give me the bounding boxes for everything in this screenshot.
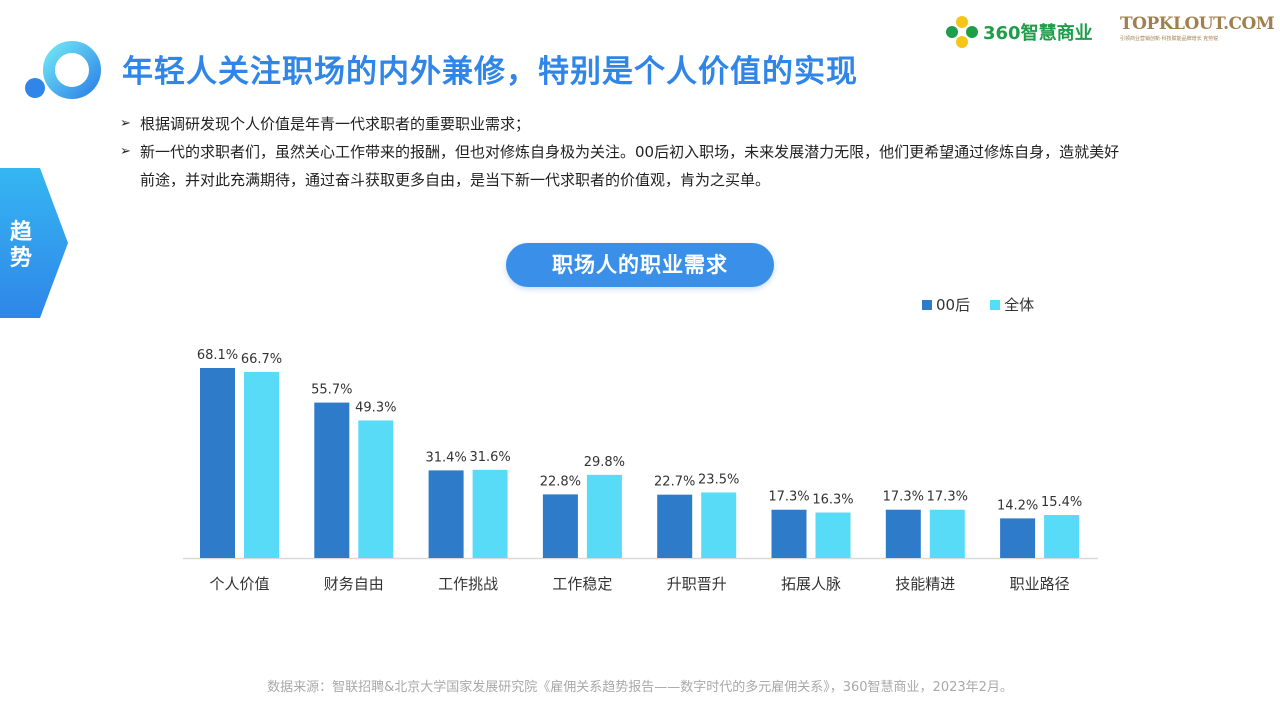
side-section-tab: 趋势 xyxy=(0,168,70,318)
x-tick-label: 工作挑战 xyxy=(438,575,498,593)
bar-00-generation xyxy=(314,402,350,558)
bar-value-label: 31.6% xyxy=(469,450,510,465)
bullet-text: 根据调研发现个人价值是年青一代求职者的重要职业需求； xyxy=(140,115,531,133)
bar-value-label: 29.8% xyxy=(584,455,625,470)
bullet-text: 新一代的求职者们，虽然关心工作带来的报酬，但也对修炼自身极为关注。00后初入职场… xyxy=(140,143,1120,189)
legend-swatch xyxy=(990,299,1001,310)
bar-value-label: 22.8% xyxy=(540,474,581,489)
bar-00-generation xyxy=(428,470,464,558)
bar-value-label: 16.3% xyxy=(812,493,853,508)
x-tick-label: 财务自由 xyxy=(324,575,384,593)
bar-00-generation xyxy=(657,494,693,558)
legend-label: 全体 xyxy=(1004,296,1035,314)
bar-00-generation xyxy=(542,494,578,558)
x-tick-label: 工作稳定 xyxy=(552,575,612,593)
bar-value-label: 17.3% xyxy=(927,490,968,505)
legend-item-overall: 全体 xyxy=(990,294,1034,315)
chart-legend: 00后 全体 xyxy=(922,294,1034,315)
chart-title: 职场人的职业需求 xyxy=(506,243,774,287)
brand-topklout-subtext: 引领商业营销创新·科技赋能品牌增长 克劳锐 xyxy=(1120,36,1219,42)
x-tick-label: 升职晋升 xyxy=(667,575,727,593)
bar-00-generation xyxy=(200,368,235,558)
bar-overall xyxy=(472,469,508,558)
x-tick-label: 职业路径 xyxy=(1010,575,1070,593)
brand-topklout-logo: TOPKLOUT.COM 引领商业营销创新·科技赋能品牌增长 克劳锐 xyxy=(1120,14,1275,42)
side-tab-arrow-icon xyxy=(0,168,68,318)
bar-00-generation xyxy=(885,509,921,558)
pinwheel-logo-icon xyxy=(946,16,978,48)
bar-00-generation xyxy=(1000,518,1036,558)
bar-overall xyxy=(701,492,737,558)
data-source-note: 数据来源：智联招聘&北京大学国家发展研究院《雇佣关系趋势报告——数字时代的多元雇… xyxy=(267,680,1013,695)
bar-value-label: 15.4% xyxy=(1041,495,1082,510)
bar-overall xyxy=(586,474,622,558)
x-tick-label: 个人价值 xyxy=(209,575,269,593)
bullet-item: ➢ 新一代的求职者们，虽然关心工作带来的报酬，但也对修炼自身极为关注。00后初入… xyxy=(120,138,1120,194)
bar-overall xyxy=(244,371,279,558)
bar-value-label: 14.2% xyxy=(997,498,1038,513)
legend-swatch xyxy=(922,299,932,310)
brand-topklout-text: TOPKLOUT.COM xyxy=(1120,14,1275,34)
bar-value-label: 17.3% xyxy=(883,490,924,505)
bar-value-label: 66.7% xyxy=(241,352,282,367)
legend-item-00-generation: 00后 xyxy=(922,294,970,315)
brand-360-logo: 360智慧商业 xyxy=(945,14,1093,50)
intro-bullets: ➢ 根据调研发现个人价值是年青一代求职者的重要职业需求； ➢ 新一代的求职者们，… xyxy=(120,110,1120,194)
bar-overall xyxy=(358,420,394,558)
bar-overall xyxy=(1044,515,1080,558)
bar-value-label: 17.3% xyxy=(768,490,809,505)
bar-value-label: 49.3% xyxy=(355,400,396,415)
bar-value-label: 23.5% xyxy=(698,472,739,487)
arrow-bullet-icon: ➢ xyxy=(120,144,131,159)
bar-value-label: 68.1% xyxy=(197,348,238,363)
decorative-circle-logo-icon xyxy=(25,41,101,99)
bar-value-label: 55.7% xyxy=(311,383,352,398)
bar-overall xyxy=(929,509,965,558)
side-tab-label: 趋势 xyxy=(9,220,32,271)
brand-360-text: 360智慧商业 xyxy=(983,23,1093,44)
page-title: 年轻人关注职场的内外兼修，特别是个人价值的实现 xyxy=(122,54,858,90)
bar-00-generation xyxy=(771,509,807,558)
bar-value-label: 31.4% xyxy=(425,450,466,465)
x-tick-label: 拓展人脉 xyxy=(781,575,841,593)
bullet-item: ➢ 根据调研发现个人价值是年青一代求职者的重要职业需求； xyxy=(120,110,1120,138)
arrow-bullet-icon: ➢ xyxy=(120,116,131,131)
bar-overall xyxy=(815,512,851,558)
x-tick-label: 技能精进 xyxy=(895,575,955,593)
legend-label: 00后 xyxy=(936,296,971,314)
bar-value-label: 22.7% xyxy=(654,475,695,490)
